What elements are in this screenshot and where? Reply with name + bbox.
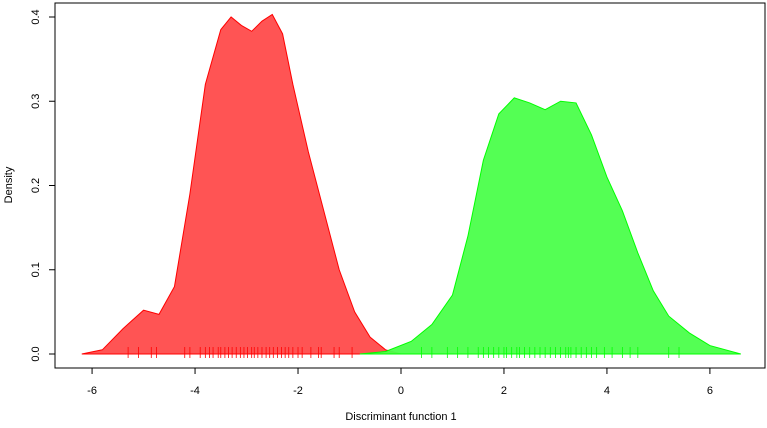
x-tick-label: 6 <box>707 385 713 397</box>
x-tick-label: -2 <box>293 385 303 397</box>
x-tick-label: 4 <box>604 385 610 397</box>
y-axis-label: Density <box>3 166 15 203</box>
x-tick-label: -4 <box>190 385 200 397</box>
x-tick-label: -6 <box>87 385 97 397</box>
y-tick-label: 0.2 <box>30 178 42 193</box>
y-tick-label: 0.3 <box>30 94 42 109</box>
x-tick-label: 0 <box>398 385 404 397</box>
x-axis-label: Discriminant function 1 <box>345 411 456 423</box>
density-area <box>359 97 741 355</box>
density-area <box>81 13 402 355</box>
x-tick-label: 2 <box>501 385 507 397</box>
y-tick-label: 0.4 <box>30 9 42 24</box>
y-tick-label: 0.1 <box>30 262 42 277</box>
y-tick-label: 0.0 <box>30 346 42 361</box>
